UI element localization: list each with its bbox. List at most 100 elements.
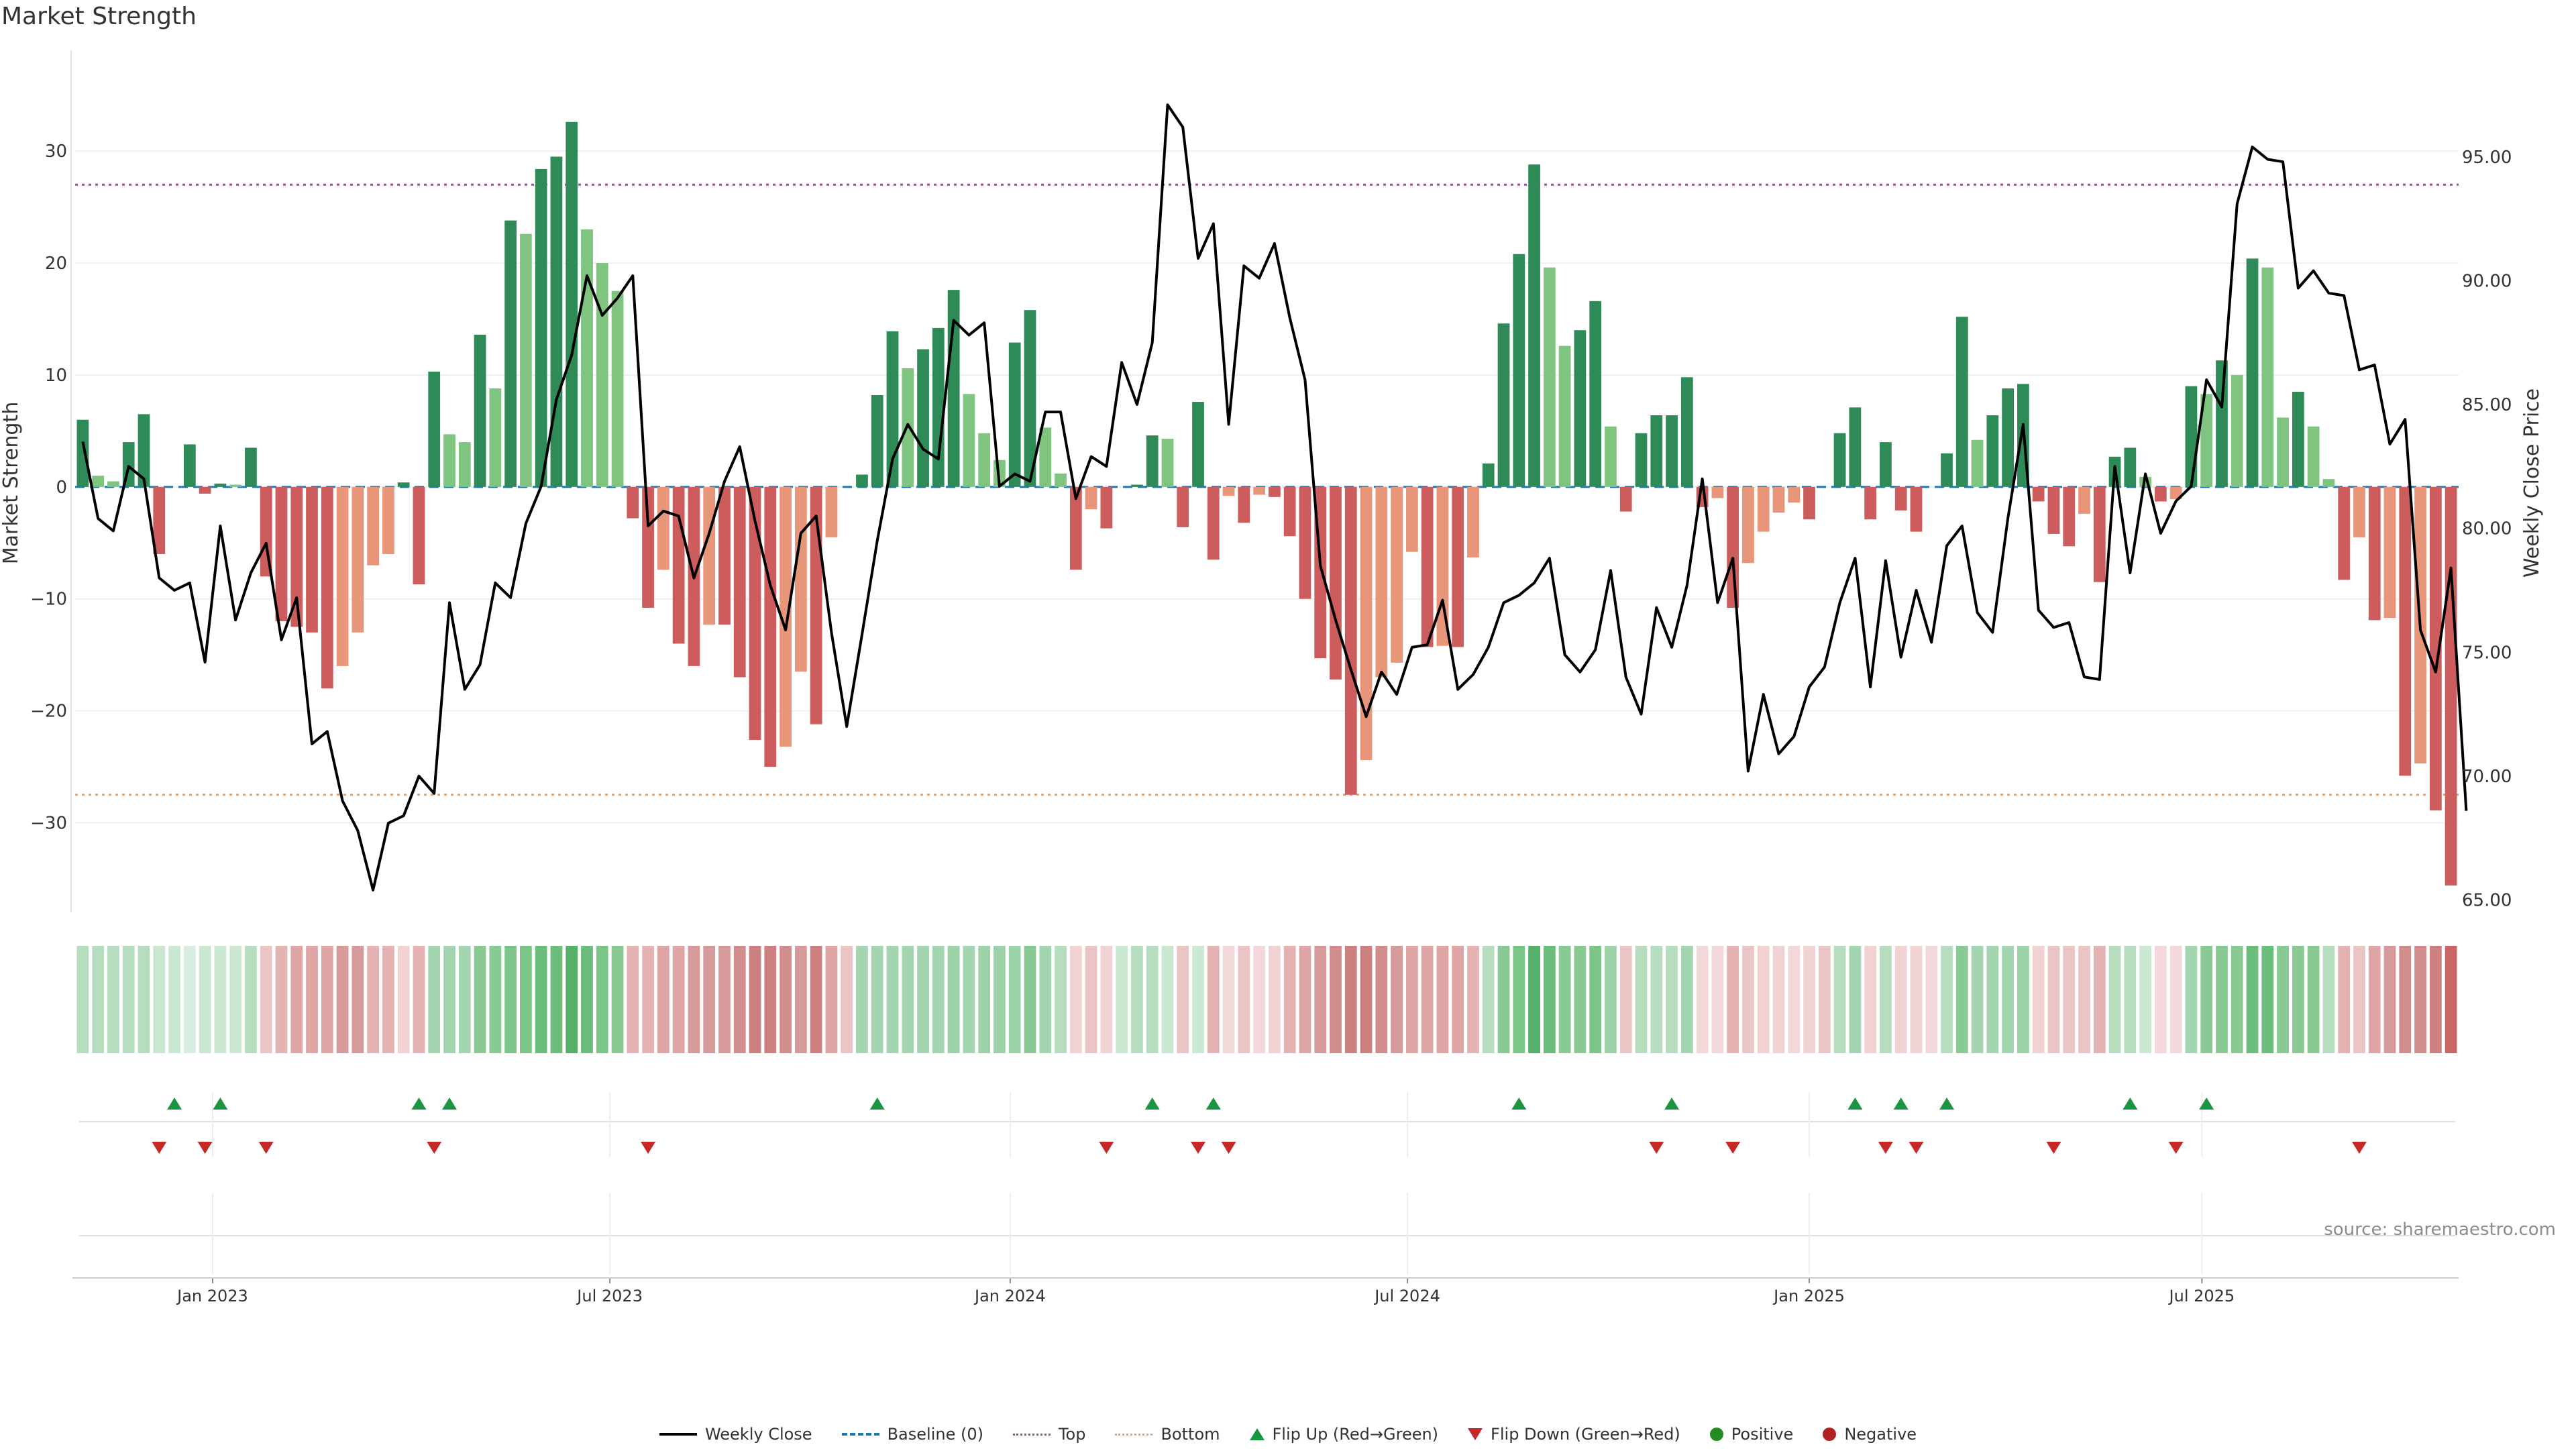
strength-bar [978, 433, 991, 487]
strength-bar [1680, 377, 1693, 487]
strength-bar [1757, 486, 1770, 532]
strength-bar [2368, 486, 2381, 621]
heat-cell [1605, 946, 1617, 1053]
right-tick-label: 95.00 [2462, 148, 2512, 168]
strength-bar [397, 482, 410, 487]
heat-cell [1818, 946, 1831, 1053]
heat-cell [443, 946, 455, 1053]
strength-bar [458, 442, 471, 487]
heat-cell [1131, 946, 1143, 1053]
strength-bar [1131, 484, 1143, 487]
strength-bar [1238, 486, 1250, 523]
heat-cell [1055, 946, 1067, 1053]
flip-up-marker [442, 1097, 458, 1110]
strength-bar [1085, 486, 1097, 510]
strength-bar [504, 220, 517, 487]
heat-cell [214, 946, 227, 1053]
heat-cell [1314, 946, 1327, 1053]
strength-bar [382, 486, 394, 554]
strength-bar [1619, 486, 1632, 512]
heat-cell [1788, 946, 1801, 1053]
legend-label: Positive [1731, 1425, 1794, 1444]
heat-cell [1727, 946, 1739, 1053]
strength-bar [871, 395, 883, 487]
strength-bar [627, 486, 639, 519]
heat-cell [535, 946, 547, 1053]
heat-cell [183, 946, 196, 1053]
strength-bar [1986, 415, 1999, 487]
x-tick-label: Jul 2025 [2168, 1287, 2235, 1305]
strength-bar [550, 156, 563, 487]
flip-up-marker [167, 1097, 182, 1110]
flip-up-marker [2123, 1097, 2138, 1110]
strength-bar [1864, 486, 1877, 520]
left-axis: 30 20 10 0 −10 −20 −30 [30, 142, 67, 833]
strength-bar [1360, 486, 1373, 761]
heat-cell [2108, 946, 2121, 1053]
strength-bar [1650, 415, 1663, 487]
heat-cell [474, 946, 486, 1053]
right-tick-label: 90.00 [2462, 271, 2512, 291]
heat-cell [153, 946, 166, 1053]
heat-cell [1375, 946, 1388, 1053]
strength-bar [2307, 426, 2320, 487]
strength-bar [1177, 486, 1189, 527]
heat-cell [1849, 946, 1862, 1053]
heat-cell [260, 946, 272, 1053]
strength-bar [245, 447, 257, 487]
heat-cell [1772, 946, 1785, 1053]
heat-cell [413, 946, 425, 1053]
strength-bar [718, 486, 731, 625]
strength-bar [2063, 486, 2076, 547]
legend-baseline: Baseline (0) [841, 1425, 983, 1444]
left-tick-label: 0 [56, 478, 67, 498]
heat-cell [947, 946, 960, 1053]
strength-bar [566, 121, 578, 487]
legend-label: Negative [1844, 1425, 1917, 1444]
heat-cell [1711, 946, 1724, 1053]
heat-cell [1650, 946, 1663, 1053]
heat-cell [1253, 946, 1265, 1053]
heat-cell [1757, 946, 1770, 1053]
heat-cell [1405, 946, 1418, 1053]
heat-cell [581, 946, 593, 1053]
strength-bar [1207, 486, 1220, 560]
strength-bar [2399, 486, 2412, 776]
strength-bar [611, 290, 624, 487]
dashed-line-swatch-icon [841, 1433, 879, 1436]
strength-bar [2185, 386, 2198, 487]
heat-cell [1696, 946, 1709, 1053]
heat-cell [2185, 946, 2198, 1053]
heat-cell [703, 946, 716, 1053]
strength-bar [2002, 388, 2015, 487]
heat-cell [504, 946, 517, 1053]
heat-cell [764, 946, 777, 1053]
heat-cell [688, 946, 700, 1053]
strength-bar [780, 486, 792, 747]
strength-bar [1008, 342, 1021, 487]
strength-bar [290, 486, 303, 627]
strength-bar [443, 434, 455, 487]
flip-down-marker [258, 1142, 274, 1154]
strength-bar [1344, 486, 1357, 795]
heat-cell [2414, 946, 2426, 1053]
strength-bar [1330, 486, 1342, 680]
right-tick-label: 85.00 [2462, 395, 2512, 415]
left-tick-label: −20 [30, 702, 67, 722]
legend-label: Weekly Close [704, 1425, 812, 1444]
heat-cell [92, 946, 105, 1053]
right-tick-label: 70.00 [2462, 767, 2512, 787]
strength-bar [413, 486, 425, 585]
strength-bar [1727, 486, 1739, 608]
heat-cell [1207, 946, 1220, 1053]
heat-cell [1283, 946, 1296, 1053]
strength-bar [1253, 486, 1265, 495]
heat-cell [611, 946, 624, 1053]
heat-cell [1146, 946, 1159, 1053]
strength-bar [1635, 433, 1648, 487]
heat-cell [2169, 946, 2182, 1053]
flip-up-marker [1893, 1097, 1909, 1110]
heat-cell [1177, 946, 1189, 1053]
heat-cell [1680, 946, 1693, 1053]
